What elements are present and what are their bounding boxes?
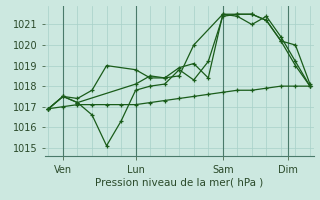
X-axis label: Pression niveau de la mer( hPa ): Pression niveau de la mer( hPa ) — [95, 178, 263, 188]
